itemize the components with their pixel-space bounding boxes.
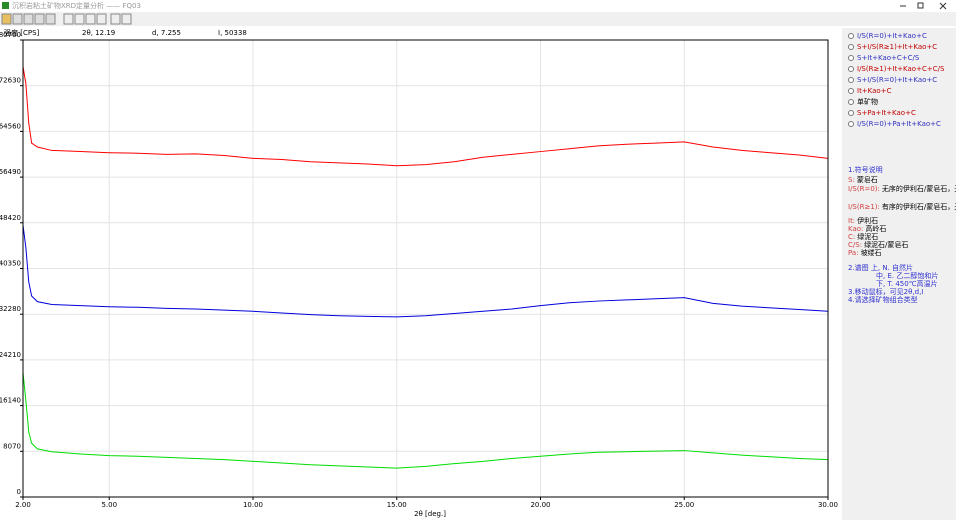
radio-button[interactable] [848,77,854,83]
radio-button[interactable] [848,66,854,72]
symbol-key: Pa: [848,249,859,257]
symbol-key: It: [848,217,855,225]
symbol-text: 坡缕石 [861,248,882,257]
notes-heading: 1.符号说明 [848,165,883,174]
zoom-button[interactable] [63,13,74,25]
data-line [22,66,829,167]
symbol-text: 绿泥石/蒙皂石 [864,240,908,249]
options-panel: I/S(R=0)+It+Kao+C S+I/S(R≥1)+It+Kao+C S+It… [848,32,956,304]
radio-label[interactable]: S+It+Kao+C+C/S [857,54,920,62]
radio-label[interactable]: I/S(R=0)+It+Kao+C [857,32,927,40]
radio-button[interactable] [848,88,854,94]
symbol-text: 蒙皂石 [857,175,878,184]
note-item: 3.移动鼠标，可见2θ,d,I [848,287,923,296]
x-tick-label: 10.00 [243,501,263,509]
x-axis-label: 2θ [deg.] [414,510,446,518]
y-tick-label: 56490 [0,168,21,176]
radio-label[interactable]: I/S(R=0)+Pa+It+Kao+C [857,120,941,128]
status-d: d, 7.255 [152,29,181,37]
note-item: 下, T. 450℃高温片 [876,279,938,288]
radio-button[interactable] [848,33,854,39]
note-item: 中, E. 乙二醇饱和片 [876,271,938,280]
note-item: 4.请选择矿物组合类型 [848,295,918,304]
symbol-key: S: [848,176,855,184]
symbol-text: 伊利石 [857,216,878,225]
plot-frame [22,39,829,498]
paste-button[interactable] [45,13,56,25]
note-item: 2.谱图 上, N. 自然片 [848,263,913,272]
symbol-key: Kao: [848,225,863,233]
x-tick-label: 5.00 [101,501,117,509]
radio-button[interactable] [848,121,854,127]
radio-label[interactable]: S+Pa+It+Kao+C [857,109,916,117]
radio-button[interactable] [848,55,854,61]
y-tick-label: 72630 [0,77,21,85]
title-bar [0,0,956,11]
radio-label[interactable]: It+Kao+C [857,87,892,95]
copy-button[interactable] [34,13,45,25]
symbol-text: 无序的伊利石/蒙皂石，无17Å峰 [882,184,956,193]
symbol-key: I/S(R=0): [848,185,880,193]
radio-button[interactable] [848,44,854,50]
x-tick-label: 2.00 [15,501,31,509]
y-axis-label: 强度 [CPS] [4,28,40,37]
y-tick-label: 8070 [3,442,21,450]
help-button[interactable] [110,13,121,25]
side-panel [842,28,956,520]
save-button[interactable] [12,13,23,25]
x-tick-label: 25.00 [674,501,694,509]
symbol-text: 高岭石 [865,224,886,233]
y-tick-label: 80700 [0,31,21,39]
close-button[interactable] [939,2,947,10]
plot: 0 8070 16140 24210 32280 40350 48420 56490 64560… [0,31,838,509]
symbol-key: I/S(R≥1): [848,203,880,211]
radio-label[interactable]: S+I/S(R=0)+It+Kao+C [857,76,937,84]
y-tick-label: 32280 [0,305,21,313]
radio-label[interactable]: 单矿物 [857,97,878,106]
axis-button[interactable] [96,13,107,25]
data-line [22,372,829,469]
y-tick-label: 16140 [0,397,21,405]
symbol-key: C/S: [848,241,862,249]
radio-label[interactable]: S+I/S(R≥1)+It+Kao+C [857,43,937,51]
symbol-text: 绿泥石 [857,232,878,241]
toolbar-buttons [1,13,132,25]
radio-button[interactable] [848,99,854,105]
app-icon [2,2,9,9]
hzoom-button[interactable] [74,13,85,25]
data-line [22,225,829,318]
toolbar [0,12,956,26]
open-button[interactable] [1,13,12,25]
x-tick-label: 15.00 [387,501,407,509]
radio-button[interactable] [848,110,854,116]
symbol-text: 有序的伊利石/蒙皂石，无17Å峰 [882,202,956,211]
radio-label[interactable]: I/S(R≥1)+It+Kao+C+C/S [857,65,945,73]
y-tick-label: 64560 [0,122,21,130]
about-button[interactable] [121,13,132,25]
status-two-theta: 2θ, 12.19 [82,29,115,37]
y-tick-label: 48420 [0,214,21,222]
vzoom-button[interactable] [85,13,96,25]
print-button[interactable] [23,13,34,25]
y-tick-label: 24210 [0,351,21,359]
window-title: 沉积岩粘土矿物XRD定量分析 —— FQ03 [12,1,141,10]
symbol-key: C: [848,233,855,241]
x-tick-label: 30.00 [818,501,838,509]
y-tick-label: 0 [17,488,21,496]
maximize-button[interactable] [917,2,924,9]
y-tick-label: 40350 [0,260,21,268]
x-tick-label: 20.00 [530,501,550,509]
status-intensity: I, 50338 [218,29,247,37]
